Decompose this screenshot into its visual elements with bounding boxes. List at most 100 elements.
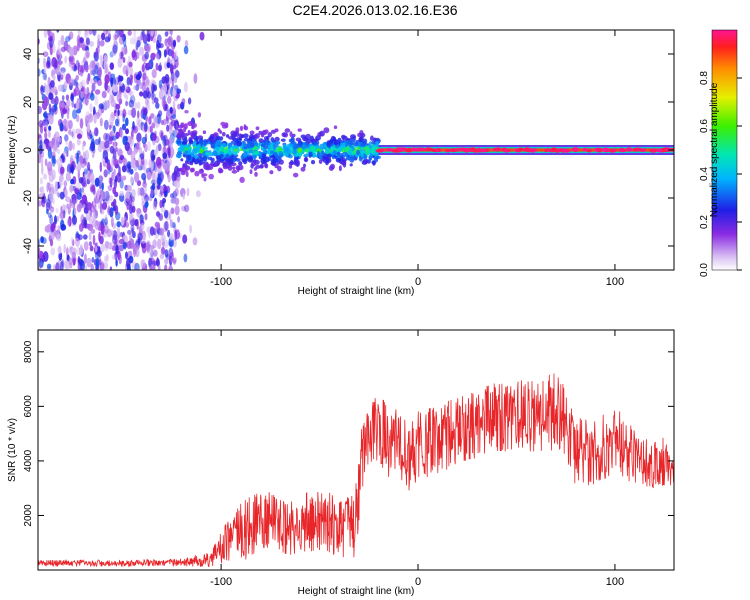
heatmap-cell: [48, 161, 52, 169]
heatmap-cell: [124, 158, 128, 166]
heatmap-cell: [149, 125, 153, 134]
heatmap-cell: [93, 127, 99, 137]
heatmap-cell: [57, 192, 60, 198]
heatmap-cell: [63, 81, 68, 90]
heatmap-cell: [100, 56, 104, 66]
heatmap-cell: [269, 170, 274, 175]
heatmap-cell: [38, 264, 42, 270]
heatmap-cell: [117, 57, 123, 68]
heatmap-cell: [83, 56, 86, 64]
heatmap-cell: [174, 229, 178, 241]
heatmap-cell: [93, 78, 98, 85]
heatmap-cell: [88, 215, 94, 224]
heatmap-cell: [147, 141, 151, 152]
heatmap-cell: [211, 143, 215, 149]
heatmap-cell: [128, 99, 135, 108]
heatmap-cell: [115, 103, 121, 110]
heatmap-cell: [52, 197, 55, 205]
heatmap-cell: [199, 31, 205, 41]
heatmap-cell: [274, 141, 281, 145]
heatmap-cell: [119, 51, 123, 60]
heatmap-cell: [53, 103, 58, 112]
colorbar-label: Normalized spectral amplitude: [709, 82, 720, 217]
snr-series-line: [38, 373, 674, 568]
heatmap-cell: [59, 211, 65, 220]
heatmap-cell: [171, 79, 175, 89]
heatmap-cell: [201, 173, 208, 177]
heatmap-cell: [89, 59, 95, 71]
heatmap-cell: [385, 147, 393, 152]
heatmap-cell: [125, 191, 130, 202]
heatmap-cell: [52, 264, 56, 270]
heatmap-cell: [50, 247, 56, 256]
heatmap-cell: [100, 243, 105, 253]
heatmap-cell: [288, 164, 293, 169]
heatmap-cell: [167, 35, 173, 47]
heatmap-cell: [120, 51, 124, 60]
heatmap-cell: [371, 140, 376, 145]
heatmap-cell: [338, 165, 342, 172]
heatmap-cell: [98, 231, 101, 242]
heatmap-cell: [128, 238, 135, 250]
heatmap-cell: [335, 158, 342, 163]
heatmap-cell: [209, 138, 216, 142]
heatmap-cell: [94, 89, 101, 95]
heatmap-cell: [40, 177, 43, 185]
heatmap-cell: [303, 163, 306, 168]
heatmap-cell: [118, 244, 124, 252]
heatmap-cell: [140, 223, 145, 231]
heatmap-cell: [315, 135, 321, 141]
heatmap-cell: [368, 141, 372, 146]
heatmap-cell: [127, 30, 132, 36]
heatmap-cell: [141, 173, 147, 181]
heatmap-cell: [213, 132, 219, 137]
heatmap-cell: [191, 167, 195, 173]
heatmap-cell: [91, 152, 95, 159]
y-tick-label: 6000: [23, 395, 34, 418]
heatmap-cell: [260, 158, 267, 165]
heatmap-cell: [59, 191, 65, 200]
heatmap-cell: [87, 161, 91, 172]
heatmap-cell: [45, 201, 51, 212]
heatmap-cell: [171, 172, 177, 182]
heatmap-cell: [43, 65, 47, 75]
heatmap-cell: [76, 133, 82, 139]
heatmap-cell: [594, 147, 599, 152]
heatmap-cell: [99, 117, 103, 127]
heatmap-cell: [114, 175, 118, 183]
heatmap-cell: [129, 74, 133, 85]
heatmap-cell: [57, 84, 64, 92]
heatmap-cell: [137, 187, 141, 197]
heatmap-cell: [120, 216, 125, 226]
heatmap-cell: [176, 35, 181, 43]
heatmap-cell: [255, 126, 260, 131]
heatmap-cell: [320, 150, 325, 156]
heatmap-cell: [160, 206, 166, 213]
heatmap-cell: [47, 212, 52, 219]
heatmap-cell: [91, 256, 95, 263]
heatmap-cell: [141, 194, 146, 204]
heatmap-cell: [52, 74, 56, 82]
heatmap-cell: [121, 123, 127, 131]
heatmap-cell: [161, 119, 164, 126]
heatmap-cell: [155, 62, 159, 71]
y-tick-label: 20: [22, 96, 34, 108]
heatmap-cell: [134, 262, 140, 270]
heatmap-cell: [73, 88, 77, 97]
heatmap-cell: [84, 96, 89, 106]
heatmap-cell: [375, 149, 384, 153]
heatmap-cell: [145, 241, 150, 252]
heatmap-cell: [79, 244, 84, 256]
heatmap-cell: [51, 32, 55, 44]
heatmap-cell: [187, 121, 193, 127]
heatmap-cell: [135, 160, 139, 168]
heatmap-cell: [124, 211, 128, 223]
heatmap-cell: [184, 110, 189, 114]
heatmap-cell: [119, 109, 123, 117]
heatmap-cell: [396, 147, 404, 152]
heatmap-cell: [119, 179, 124, 189]
heatmap-cell: [217, 160, 221, 166]
x-tick-label: 100: [606, 276, 624, 288]
heatmap-cell: [417, 147, 426, 152]
heatmap-cell: [164, 73, 170, 83]
